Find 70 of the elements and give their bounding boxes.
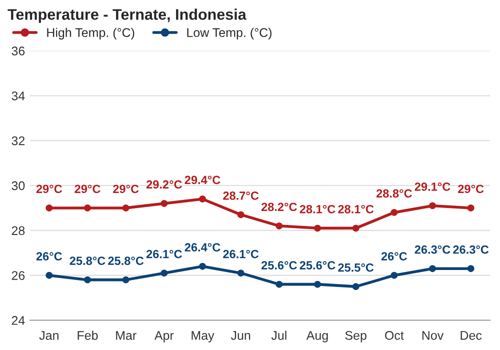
- point: [160, 200, 168, 207]
- point: [199, 196, 206, 202]
- point: [160, 270, 168, 277]
- point: [352, 283, 360, 290]
- point: [429, 202, 436, 210]
- point: [199, 262, 206, 270]
- x-tick-label: Mar: [116, 331, 136, 340]
- data-label: 28.2°C: [261, 202, 297, 212]
- point: [390, 208, 398, 216]
- point: [237, 211, 244, 218]
- point: [84, 204, 91, 212]
- data-label: 26°C: [36, 252, 62, 260]
- y-tick-label: 36: [12, 46, 25, 56]
- x-tick-label: Apr: [154, 331, 174, 342]
- y-tick-label: 30: [12, 181, 25, 190]
- chart-title: Temperature - Ternate, Indonesia: [8, 8, 246, 23]
- point: [352, 224, 360, 232]
- point: [46, 204, 53, 212]
- data-label: 29°C: [458, 184, 484, 194]
- y-tick-label: 28: [12, 226, 25, 236]
- point: [467, 265, 474, 272]
- point: [84, 276, 91, 284]
- data-label: 28.1°C: [338, 204, 374, 214]
- point: [467, 204, 474, 212]
- x-tick-label: Oct: [385, 330, 404, 340]
- data-label: 29.2°C: [146, 180, 182, 189]
- y-tick-label: 24: [12, 316, 25, 325]
- point: [46, 272, 53, 279]
- data-label: 29.1°C: [414, 182, 450, 191]
- data-label: 28.1°C: [300, 204, 336, 214]
- data-label: 29°C: [36, 184, 62, 194]
- point: [314, 224, 321, 232]
- data-label: 26.3°C: [414, 245, 450, 254]
- point: [429, 265, 436, 272]
- data-label: 26.1°C: [223, 250, 259, 258]
- data-label: 26.3°C: [453, 245, 489, 254]
- point: [314, 280, 321, 288]
- point: [276, 222, 283, 230]
- data-label: 25.8°C: [108, 256, 144, 265]
- data-label: 25.5°C: [338, 263, 374, 272]
- data-label: 29.4°C: [184, 176, 220, 184]
- x-tick-label: Feb: [78, 330, 98, 340]
- x-tick-label: Nov: [422, 331, 444, 340]
- data-label: 25.8°C: [70, 256, 106, 265]
- data-label: 25.6°C: [261, 261, 297, 270]
- legend-label: Low Temp. (°C): [187, 28, 272, 40]
- data-label: 26°C: [381, 252, 408, 260]
- data-label: 28.8°C: [376, 189, 412, 198]
- x-tick-label: Jul: [271, 330, 286, 340]
- x-tick-label: Dec: [460, 331, 482, 340]
- y-tick-label: 34: [12, 91, 25, 100]
- data-label: 29°C: [74, 184, 100, 194]
- x-tick-label: Aug: [306, 331, 328, 342]
- y-tick-label: 26: [12, 271, 25, 280]
- legend-label: High Temp. (°C): [47, 28, 134, 40]
- y-tick-label: 32: [12, 136, 25, 146]
- data-label: 25.6°C: [300, 261, 336, 270]
- point: [276, 280, 283, 288]
- point: [390, 272, 398, 279]
- point: [122, 276, 130, 284]
- x-tick-label: Jun: [230, 331, 250, 340]
- data-label: 26.1°C: [146, 250, 182, 258]
- data-label: 29°C: [113, 184, 139, 194]
- point: [237, 270, 244, 277]
- x-tick-label: Sep: [345, 330, 366, 342]
- data-label: 28.7°C: [223, 192, 259, 200]
- data-label: 26.4°C: [184, 243, 220, 252]
- x-tick-label: Jan: [39, 331, 58, 340]
- point: [122, 204, 130, 212]
- x-tick-label: May: [192, 331, 214, 342]
